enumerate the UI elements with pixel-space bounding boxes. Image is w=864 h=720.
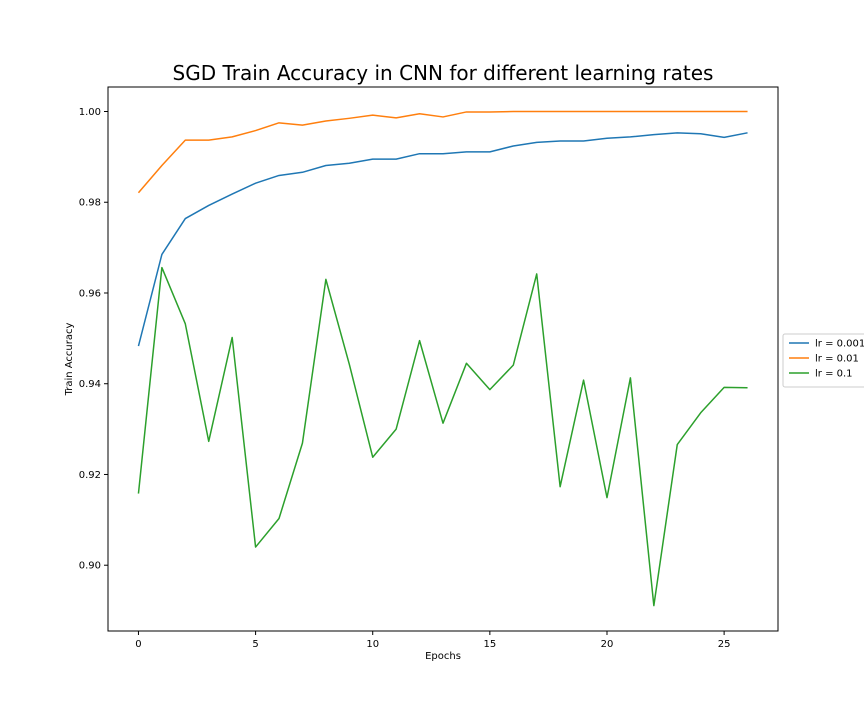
x-tick-label: 15 [483,639,496,650]
y-tick-label: 1.00 [79,107,101,118]
series-line-0 [137,132,748,347]
series-line-1 [137,110,748,194]
y-tick-label: 0.96 [79,288,101,299]
x-tick-label: 5 [252,639,258,650]
x-tick-label: 25 [718,639,731,650]
legend-entry: lr = 0.01 [815,354,859,365]
y-tick-label: 0.90 [79,561,101,572]
plot-series [137,110,748,607]
legend-entry: lr = 0.1 [815,369,853,380]
x-tick-label: 0 [135,639,141,650]
series-line-2 [137,266,748,607]
y-axis: 0.90 0.92 0.94 0.96 0.98 1.00 [79,107,108,572]
y-axis-label: Train Accuracy [64,323,75,397]
x-tick-label: 20 [601,639,614,650]
y-tick-label: 0.98 [79,198,101,209]
x-axis: 0 5 10 15 20 25 [135,631,730,650]
plot-frame [107,86,779,632]
x-tick-label: 10 [366,639,379,650]
y-tick-label: 0.92 [79,470,101,481]
legend-entry: lr = 0.001 [815,339,864,350]
legend: lr = 0.001 lr = 0.01 lr = 0.1 [782,333,864,388]
y-tick-label: 0.94 [79,379,101,390]
x-axis-label: Epochs [425,651,461,662]
chart-title: SGD Train Accuracy in CNN for different … [173,61,714,85]
